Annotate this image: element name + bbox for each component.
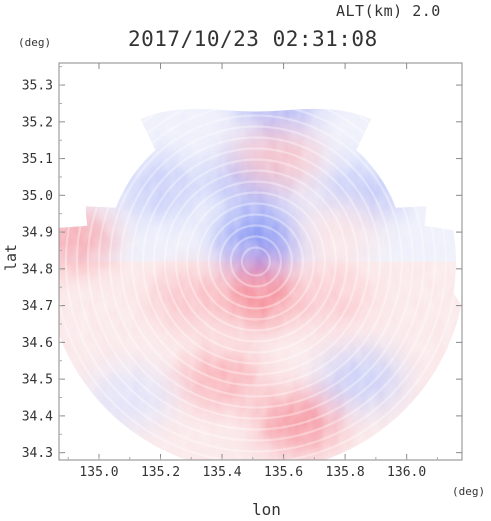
- y-tick-label: 35.1: [22, 152, 53, 167]
- x-tick-label: 135.6: [264, 465, 303, 480]
- y-tick-label: 34.3: [22, 446, 53, 461]
- axes: 135.0 135.2 135.4 135.6 135.8 136.0 34.3 34.4 34…: [22, 62, 463, 480]
- y-tick-label: 35.0: [22, 189, 53, 204]
- plot-area: [59, 108, 462, 460]
- altitude-label: ALT(km) 2.0: [336, 2, 441, 20]
- x-tick-label: 135.0: [79, 465, 118, 480]
- y-axis-unit: (deg): [18, 36, 52, 49]
- x-tick-label: 135.2: [141, 465, 180, 480]
- plot-frame: [58, 62, 463, 461]
- noise-texture: [59, 108, 462, 460]
- y-tick-label: 34.9: [22, 226, 53, 241]
- y-tick-label: 34.4: [22, 409, 53, 424]
- chart-title: 2017/10/23 02:31:08: [128, 27, 378, 51]
- y-tick-label: 35.2: [22, 115, 53, 130]
- x-tick-label: 135.4: [202, 465, 241, 480]
- y-tick-label: 34.6: [22, 336, 53, 351]
- x-axis-label: lon: [252, 500, 281, 519]
- y-tick-label: 35.3: [22, 79, 53, 94]
- x-tick-label: 135.8: [326, 465, 365, 480]
- x-axis-unit: (deg): [452, 485, 486, 498]
- y-tick-label: 34.7: [22, 299, 53, 314]
- y-tick-label: 34.8: [22, 262, 53, 277]
- y-tick-label: 34.5: [22, 373, 53, 388]
- x-tick-label: 136.0: [387, 465, 426, 480]
